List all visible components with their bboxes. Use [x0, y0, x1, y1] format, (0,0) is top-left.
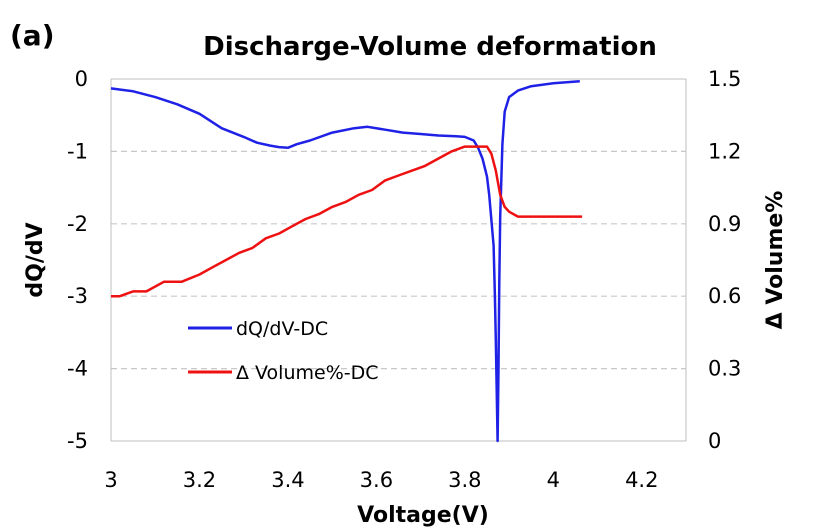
x-tick-label: 3.4	[271, 468, 304, 492]
series-line-volume	[111, 145, 583, 298]
series-layer	[110, 79, 583, 443]
y-tick-label: -5	[67, 429, 88, 453]
x-tick-label: 3.2	[183, 468, 216, 492]
x-tick-label: 4.2	[625, 468, 658, 492]
x-tick-label: 3.6	[360, 468, 393, 492]
y-axis-label: dQ/dV	[23, 222, 48, 297]
legend: dQ/dV-DC Δ Volume%-DC	[188, 318, 379, 384]
y2-tick-label: 1.5	[708, 67, 741, 91]
x-tick-label: 3	[104, 468, 117, 492]
grid-lines	[111, 150, 686, 370]
y2-tick-label: 0.6	[708, 284, 741, 308]
y-tick-labels: 0 -1 -2 -3 -4 -5	[67, 67, 88, 453]
legend-label-volume: Δ Volume%-DC	[236, 362, 379, 384]
y2-tick-label: 0	[708, 429, 721, 453]
x-tick-label: 3.8	[448, 468, 481, 492]
panel-label: (a)	[10, 19, 55, 52]
chart-title: Discharge-Volume deformation	[203, 32, 657, 62]
x-tick-labels: 3 3.2 3.4 3.6 3.8 4 4.2	[104, 468, 658, 492]
y-tick-label: 0	[75, 67, 88, 91]
y-tick-label: -1	[67, 139, 88, 163]
legend-label-dqdv: dQ/dV-DC	[236, 318, 328, 340]
y2-tick-label: 0.3	[708, 357, 741, 381]
y2-tick-label: 1.2	[708, 139, 741, 163]
y-tick-label: -3	[67, 284, 88, 308]
x-tick-label: 4	[547, 468, 560, 492]
series-line-dqdv	[110, 79, 580, 443]
y2-axis-label: Δ Volume%	[763, 191, 788, 330]
y2-tick-label: 0.9	[708, 212, 741, 236]
plot-area	[110, 78, 687, 442]
y-tick-label: -4	[67, 357, 88, 381]
y2-tick-labels: 1.5 1.2 0.9 0.6 0.3 0	[708, 67, 741, 453]
y-tick-label: -2	[67, 212, 88, 236]
x-axis-label: Voltage(V)	[357, 503, 489, 528]
